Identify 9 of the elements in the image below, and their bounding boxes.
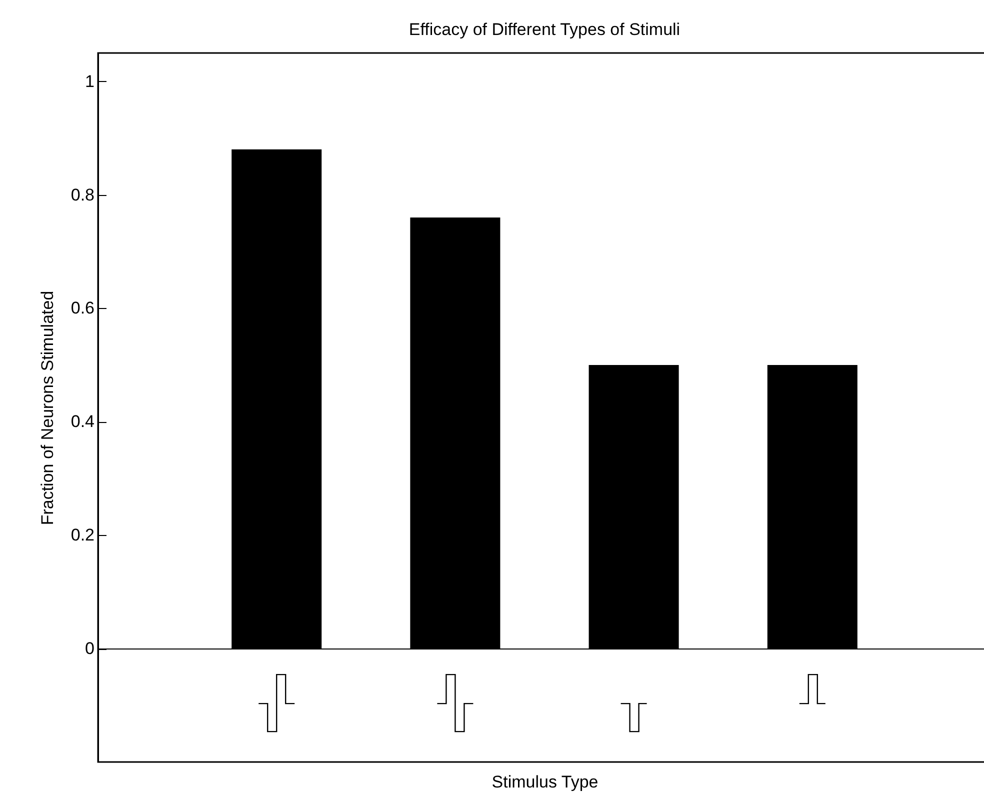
y-tick-label: 0 <box>85 639 94 658</box>
chart-title: Efficacy of Different Types of Stimuli <box>408 20 680 39</box>
y-tick-label: 0.4 <box>70 412 94 432</box>
y-tick-label: 1 <box>85 72 94 91</box>
y-tick-label: 0.6 <box>70 298 94 318</box>
y-axis-title: Fraction of Neurons Stimulated <box>38 290 57 526</box>
y-tick-label: 0.2 <box>70 526 94 545</box>
x-axis-title: Stimulus Type <box>492 772 598 792</box>
y-tick-label: 0.8 <box>70 185 94 204</box>
